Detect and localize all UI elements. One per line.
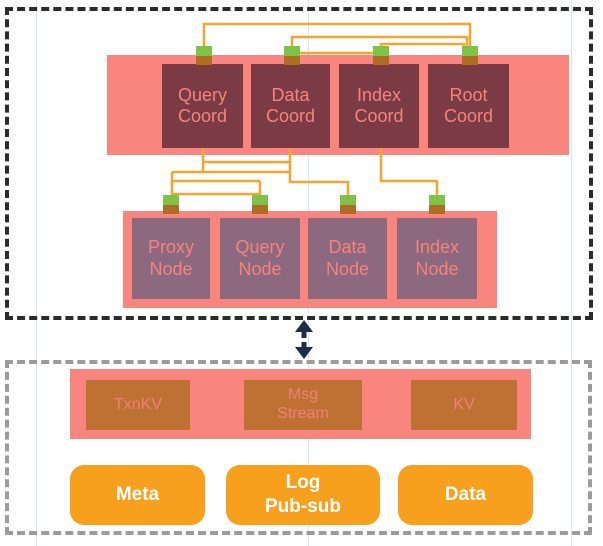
data-node-label-line2: Node	[325, 258, 370, 279]
meta-button: Meta	[70, 465, 205, 525]
compute-layer-dotted-box	[5, 7, 593, 320]
msg-stream-box: Msg Stream	[244, 380, 362, 430]
data-coord-box: Data Coord	[251, 64, 330, 148]
index-coord-box: Index Coord	[339, 64, 419, 148]
msg-stream-label-line2: Stream	[277, 405, 329, 422]
data-label: Data	[444, 484, 487, 506]
query-coord-box: Query Coord	[162, 64, 243, 148]
root-coord-box: Root Coord	[428, 64, 509, 148]
data-button: Data	[398, 465, 533, 525]
root-coord-label-line1: Root	[449, 84, 488, 105]
query-coord-label-line1: Query	[177, 84, 228, 105]
root-coord-label-line2: Coord	[443, 106, 494, 126]
msg-stream-label-line1: Msg	[287, 386, 319, 404]
proxy-node-box: Proxy Node	[132, 218, 210, 299]
index-node-label-line1: Index	[414, 237, 460, 258]
storage-layer-dotted-box	[5, 360, 592, 535]
log-pubsub-button: Log Pub-sub	[226, 465, 380, 525]
index-node-box: Index Node	[397, 218, 477, 299]
bidirectional-arrow-icon	[295, 320, 313, 359]
data-coord-label-line2: Coord	[265, 106, 316, 126]
txnkv-box: TxnKV	[86, 380, 190, 430]
kv-box: KV	[411, 380, 517, 430]
kv-label: KV	[453, 395, 475, 413]
query-coord-label-line2: Coord	[177, 106, 228, 126]
log-pubsub-label-line2: Pub-sub	[265, 496, 341, 517]
query-node-box: Query Node	[220, 218, 300, 299]
txnkv-label: TxnKV	[113, 395, 162, 413]
index-coord-label-line1: Index	[356, 84, 402, 105]
meta-label: Meta	[115, 484, 160, 506]
proxy-node-label-line2: Node	[149, 258, 193, 279]
guide-line-right	[571, 0, 572, 546]
query-node-label-line2: Node	[238, 258, 282, 279]
data-node-box: Data Node	[308, 218, 387, 299]
guide-line-left	[36, 0, 37, 546]
data-node-label-line1: Data	[328, 237, 367, 258]
data-coord-label-line1: Data	[271, 84, 310, 105]
index-coord-label-line2: Coord	[354, 106, 404, 126]
query-node-label-line1: Query	[235, 237, 285, 258]
proxy-node-label-line1: Proxy	[147, 237, 194, 258]
index-node-label-line2: Node	[415, 258, 459, 279]
log-pubsub-label-line1: Log	[285, 472, 321, 494]
